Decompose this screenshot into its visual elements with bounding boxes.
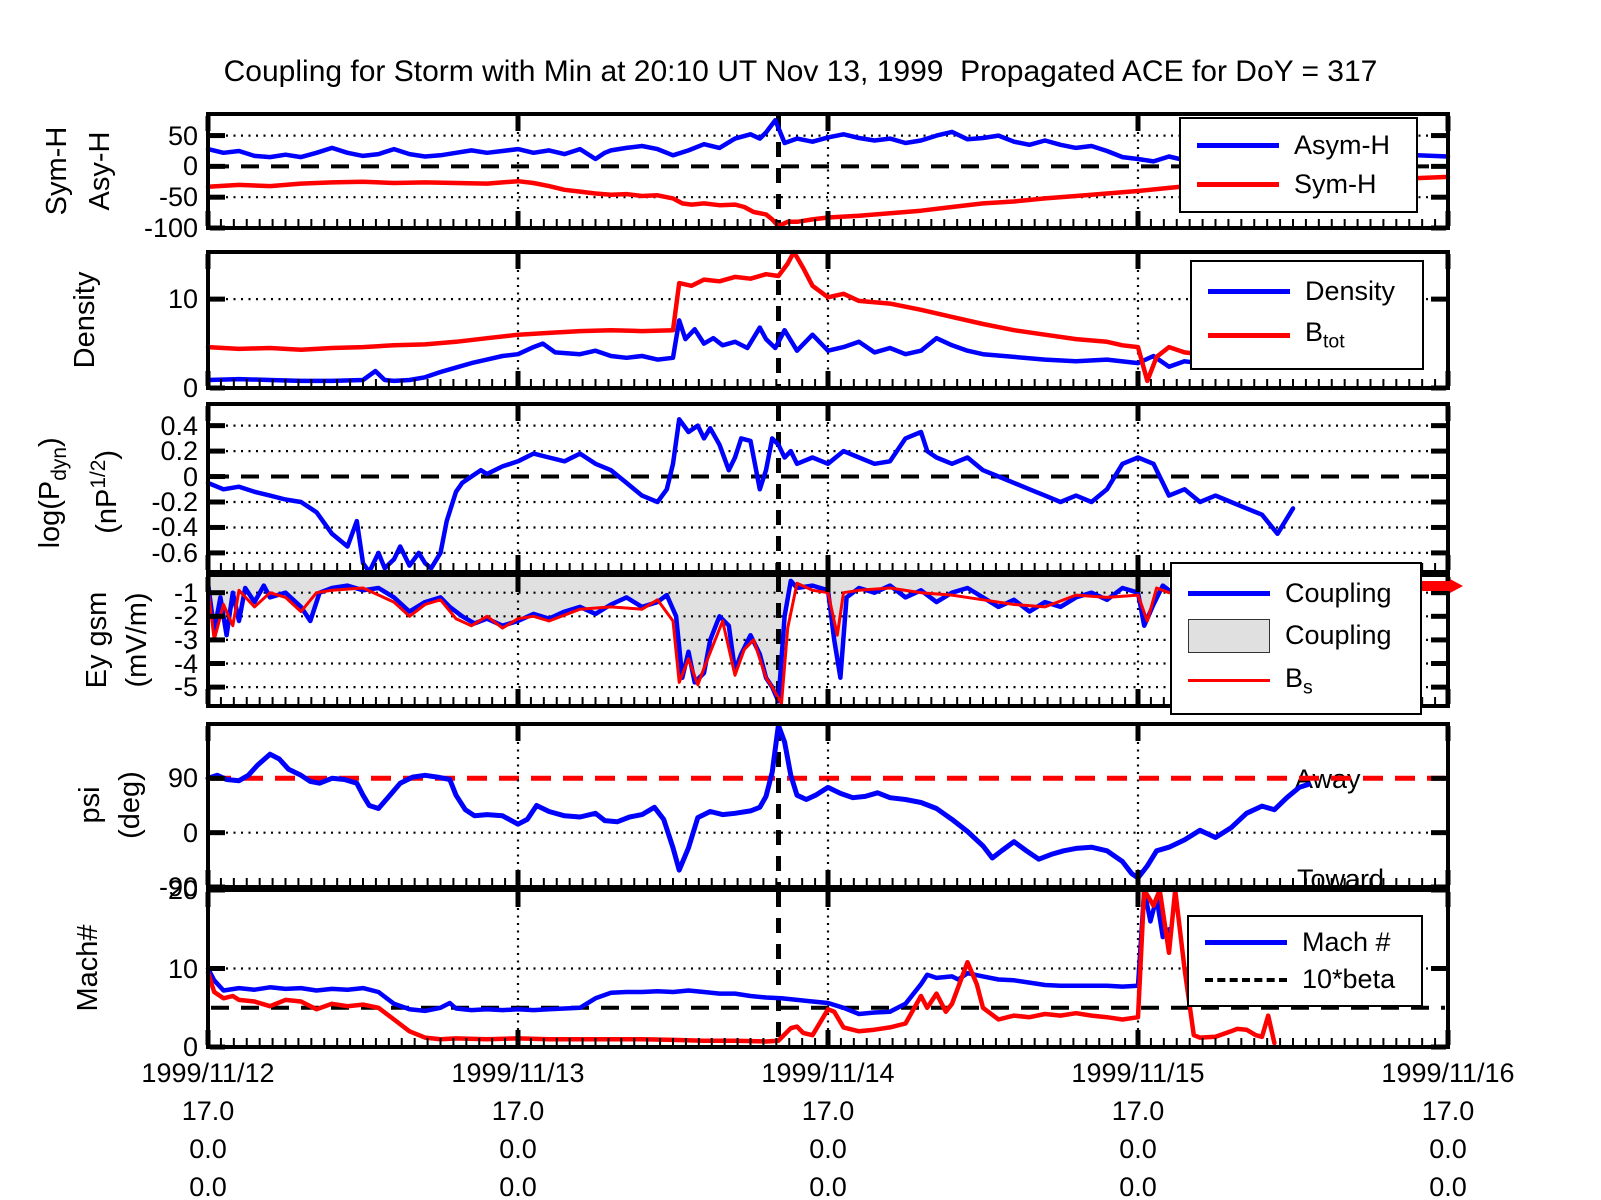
series-Sym-H bbox=[205, 174, 1451, 229]
x-tick-row: 17.0 bbox=[491, 1096, 545, 1126]
legend-item-btot: Btot bbox=[1208, 317, 1422, 353]
y-tick-label-density: 0 bbox=[182, 373, 198, 403]
y-tick-label-ey: -4 bbox=[173, 648, 198, 679]
panel-frame-symh bbox=[206, 112, 1450, 230]
legend-item-density: Density bbox=[1208, 276, 1422, 307]
x-tick-date: 1999/11/16 bbox=[1381, 1058, 1515, 1088]
coupling-fill-area bbox=[208, 577, 1169, 702]
series-Density bbox=[205, 318, 1296, 384]
legend-item-10beta: 10*beta bbox=[1205, 964, 1421, 995]
x-tick-row: 0.0 bbox=[189, 1134, 227, 1164]
btot-line-swatch bbox=[1208, 333, 1290, 339]
legend-ey-panel: Coupling Coupling Bs bbox=[1170, 562, 1422, 715]
x-tick-row: 0.0 bbox=[809, 1172, 847, 1200]
coupling-fill-swatch bbox=[1188, 618, 1270, 653]
series-Mach bbox=[205, 887, 1172, 1017]
x-tick-date: 1999/11/14 bbox=[761, 1058, 895, 1088]
x-tick-row: 0.0 bbox=[1429, 1172, 1467, 1200]
y-tick-label-psi: 0 bbox=[182, 817, 198, 848]
legend-item-symh: Sym-H bbox=[1197, 169, 1416, 200]
y-tick-label-mach: 0 bbox=[182, 1032, 198, 1062]
y-tick-label-density: 10 bbox=[167, 284, 198, 315]
density-line-swatch bbox=[1208, 289, 1290, 295]
x-tick-label-1999/11/15: 1999/11/15 17.0 0.0 0.0 bbox=[1043, 1054, 1233, 1200]
legend-item-coupling-line: Coupling bbox=[1188, 578, 1420, 609]
x-tick-row: 17.0 bbox=[801, 1096, 855, 1126]
legend-item-bs: Bs bbox=[1188, 663, 1420, 699]
x-tick-label-1999/11/14: 1999/11/14 17.0 0.0 0.0 bbox=[733, 1054, 923, 1200]
x-tick-row: 0.0 bbox=[189, 1172, 227, 1200]
y-tick-label-pdyn: -0.2 bbox=[151, 487, 198, 517]
panel-frame-pdyn bbox=[206, 402, 1450, 574]
y-tick-label-pdyn: 0 bbox=[182, 461, 198, 492]
y-tick-label-ey: -3 bbox=[173, 624, 198, 655]
y-tick-label-pdyn: -0.6 bbox=[151, 537, 198, 568]
legend-mach-panel: Mach # 10*beta bbox=[1187, 915, 1423, 1007]
panel-frame-psi bbox=[206, 722, 1450, 889]
x-tick-row: 17.0 bbox=[1421, 1096, 1475, 1126]
legend-density-panel: Density Btot bbox=[1190, 260, 1424, 370]
legend-item-mach: Mach # bbox=[1205, 927, 1421, 958]
series-Btot bbox=[205, 249, 1296, 384]
y-tick-label-ey: -2 bbox=[173, 601, 198, 632]
x-tick-date: 1999/11/15 bbox=[1071, 1058, 1205, 1088]
x-tick-row: 0.0 bbox=[1429, 1134, 1467, 1164]
series-Bs bbox=[206, 581, 1171, 706]
y-tick-label-symh: -100 bbox=[143, 213, 198, 243]
series-logPdyn bbox=[205, 417, 1296, 575]
panel-frame-density bbox=[206, 250, 1450, 390]
legend-symh-panel: Asym-H Sym-H bbox=[1179, 117, 1418, 213]
x-tick-row: 0.0 bbox=[1119, 1134, 1157, 1164]
x-tick-label-1999/11/13: 1999/11/13 17.0 0.0 0.0 bbox=[423, 1054, 613, 1200]
y-tick-label-symh: -50 bbox=[158, 182, 198, 213]
series-Asym-H bbox=[205, 117, 1451, 164]
bs-line-swatch bbox=[1188, 679, 1270, 683]
legend-item-coupling-fill: Coupling bbox=[1188, 618, 1420, 653]
panel-psi bbox=[205, 722, 1451, 890]
mach-line-swatch bbox=[1205, 940, 1287, 945]
x-tick-row: 17.0 bbox=[1111, 1096, 1165, 1126]
y-tick-label-psi: 90 bbox=[167, 763, 198, 794]
x-tick-label-1999/11/12: 1999/11/12 17.0 0.0 0.0 bbox=[113, 1054, 303, 1200]
series-beta10 bbox=[205, 887, 1277, 1046]
y-tick-label-psi: -90 bbox=[158, 872, 198, 902]
y-axis-label-pdyn-line1: log(Pdyn) bbox=[34, 437, 71, 549]
coupling-line-swatch bbox=[1188, 590, 1270, 596]
x-tick-label-1999/11/16: 1999/11/16 17.0 0.0 0.0 bbox=[1353, 1054, 1543, 1200]
series-psi bbox=[205, 722, 1311, 881]
y-tick-label-pdyn: 0.2 bbox=[160, 436, 198, 467]
y-tick-label-ey: -5 bbox=[173, 672, 198, 703]
x-tick-row: 0.0 bbox=[499, 1134, 537, 1164]
panel-frame-mach bbox=[206, 888, 1450, 1049]
y-tick-label-mach: 10 bbox=[167, 953, 198, 984]
asymh-line-swatch bbox=[1197, 143, 1279, 149]
x-tick-row: 0.0 bbox=[499, 1172, 537, 1200]
figure-title: Coupling for Storm with Min at 20:10 UT … bbox=[223, 55, 1378, 88]
panel-frame-ey bbox=[206, 573, 1450, 708]
y-tick-label-mach: 20 bbox=[167, 875, 198, 905]
y-tick-label-pdyn: 0.4 bbox=[160, 410, 198, 441]
symh-line-swatch bbox=[1197, 181, 1279, 187]
panel-pdyn bbox=[205, 402, 1451, 575]
x-tick-row: 0.0 bbox=[1119, 1172, 1157, 1200]
x-tick-row: 0.0 bbox=[809, 1134, 847, 1164]
y-tick-label-ey: -1 bbox=[173, 577, 198, 608]
legend-item-asymh: Asym-H bbox=[1197, 130, 1416, 161]
y-tick-label-pdyn: -0.4 bbox=[151, 512, 198, 543]
x-tick-row: 17.0 bbox=[181, 1096, 235, 1126]
beta-dash-swatch bbox=[1205, 977, 1287, 982]
offscale-marker-arrow-icon bbox=[1450, 579, 1463, 593]
x-tick-date: 1999/11/13 bbox=[451, 1058, 585, 1088]
y-tick-label-symh: 50 bbox=[167, 120, 198, 151]
x-tick-date: 1999/11/12 bbox=[141, 1058, 275, 1088]
y-tick-label-symh: 0 bbox=[182, 151, 198, 182]
